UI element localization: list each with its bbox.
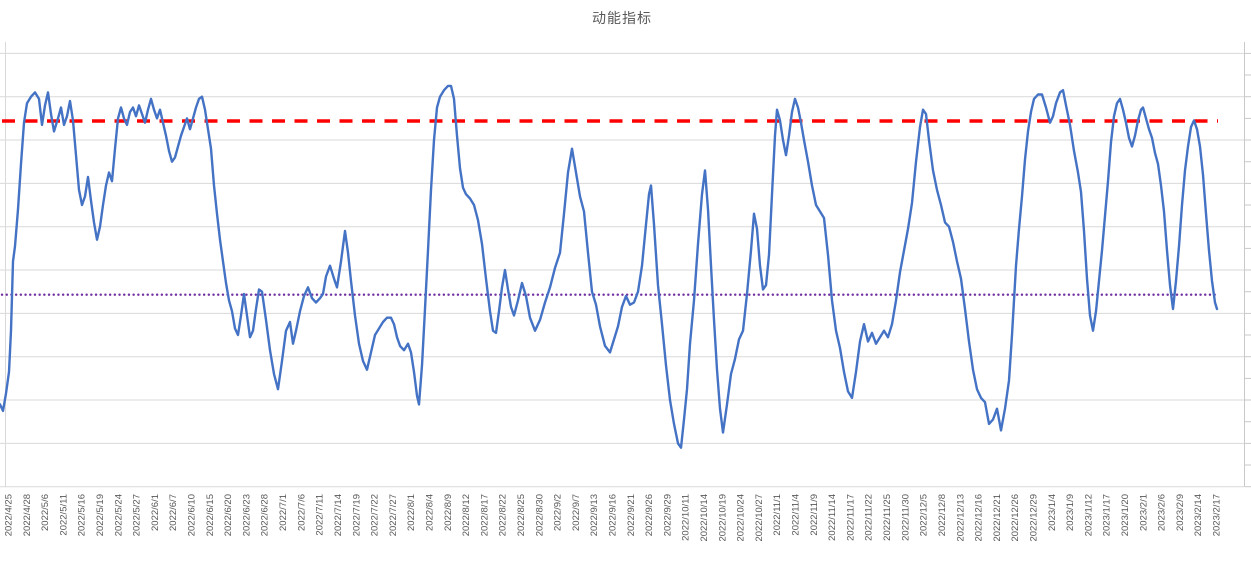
- x-axis-label: 2022/6/28: [260, 494, 271, 536]
- x-axis-label: 2022/4/25: [4, 494, 15, 536]
- x-axis-label: 2022/10/24: [736, 494, 747, 542]
- momentum-line: [0, 84, 1219, 449]
- x-axis-label: 2023/2/9: [1175, 494, 1186, 531]
- x-axis-label: 2022/6/23: [241, 494, 252, 536]
- x-axis-label: 2023/1/9: [1065, 494, 1076, 531]
- x-axis-label: 2022/6/10: [187, 494, 198, 536]
- x-axis-label: 2022/6/1: [150, 494, 161, 531]
- x-axis-label: 2022/5/6: [40, 494, 51, 531]
- x-axis-label: 2022/6/7: [168, 494, 179, 531]
- x-axis-label: 2022/9/13: [589, 494, 600, 536]
- x-axis-label: 2022/11/1: [772, 494, 783, 536]
- x-axis-label: 2022/8/30: [534, 494, 545, 536]
- x-axis-label: 2022/10/11: [681, 494, 692, 541]
- x-axis-label: 2022/12/21: [992, 494, 1003, 542]
- x-axis-label: 2022/11/4: [791, 494, 802, 536]
- x-axis-label: 2022/10/14: [699, 494, 710, 542]
- x-axis-label: 2022/6/20: [223, 494, 234, 536]
- x-axis-label: 2023/2/14: [1193, 494, 1204, 536]
- x-axis-label: 2022/5/16: [77, 494, 88, 536]
- x-axis-label: 2022/7/1: [278, 494, 289, 531]
- x-axis-label: 2022/11/9: [809, 494, 820, 536]
- x-axis-label: 2022/8/22: [498, 494, 509, 536]
- x-axis-label: 2022/4/28: [22, 494, 33, 536]
- x-axis-label: 2023/2/17: [1212, 494, 1223, 536]
- x-axis-label: 2022/5/19: [95, 494, 106, 536]
- x-axis-label: 2022/11/17: [845, 494, 856, 541]
- x-axis-label: 2022/9/2: [553, 494, 564, 531]
- x-axis-label: 2022/11/25: [882, 494, 893, 541]
- x-axis-label: 2022/10/27: [754, 494, 765, 542]
- x-axis-label: 2022/10/19: [717, 494, 728, 542]
- x-axis-label: 2022/5/27: [132, 494, 143, 536]
- x-axis-label: 2023/1/12: [1083, 494, 1094, 536]
- x-axis-label: 2022/8/12: [461, 494, 472, 536]
- x-axis-label: 2022/8/9: [443, 494, 454, 531]
- x-axis-label: 2022/9/16: [608, 494, 619, 536]
- x-axis-label: 2022/6/15: [205, 494, 216, 536]
- x-axis-label: 2022/5/24: [113, 494, 124, 536]
- x-axis-label: 2022/8/25: [516, 494, 527, 536]
- x-axis-label: 2022/12/13: [955, 494, 966, 542]
- x-axis-label: 2023/1/4: [1047, 494, 1058, 531]
- x-axis-label: 2022/12/5: [919, 494, 930, 536]
- x-axis-label: 2022/11/22: [864, 494, 875, 541]
- x-axis-label: 2022/7/11: [315, 494, 326, 536]
- x-axis-label: 2022/7/14: [333, 494, 344, 536]
- x-axis-label: 2022/11/14: [827, 494, 838, 541]
- x-axis-label: 2023/2/1: [1138, 494, 1149, 531]
- x-axis-label: 2022/9/26: [644, 494, 655, 536]
- x-axis-label: 2022/12/8: [937, 494, 948, 536]
- x-axis-label: 2022/7/27: [388, 494, 399, 536]
- x-axis-label: 2023/1/20: [1120, 494, 1131, 536]
- x-axis-label: 2022/8/17: [479, 494, 490, 536]
- x-axis-label: 2022/8/4: [425, 494, 436, 531]
- x-axis-label: 2023/2/6: [1157, 494, 1168, 531]
- x-axis-label: 2022/7/22: [370, 494, 381, 536]
- x-axis-label: 2022/12/29: [1029, 494, 1040, 542]
- x-axis-label: 2023/1/17: [1102, 494, 1113, 536]
- x-axis-label: 2022/8/1: [406, 494, 417, 531]
- chart-title: 动能指标: [592, 10, 652, 26]
- x-axis-label: 2022/7/6: [296, 494, 307, 531]
- x-axis-label: 2022/9/29: [662, 494, 673, 536]
- x-axis-label: 2022/9/21: [626, 494, 637, 536]
- x-axis-label: 2022/12/26: [1010, 494, 1021, 542]
- x-axis-label: 2022/7/19: [351, 494, 362, 536]
- x-axis-label: 2022/9/7: [571, 494, 582, 531]
- x-axis-label: 2022/12/16: [974, 494, 985, 542]
- x-axis-label: 2022/5/11: [58, 494, 69, 536]
- x-axis-label: 2022/11/30: [900, 494, 911, 541]
